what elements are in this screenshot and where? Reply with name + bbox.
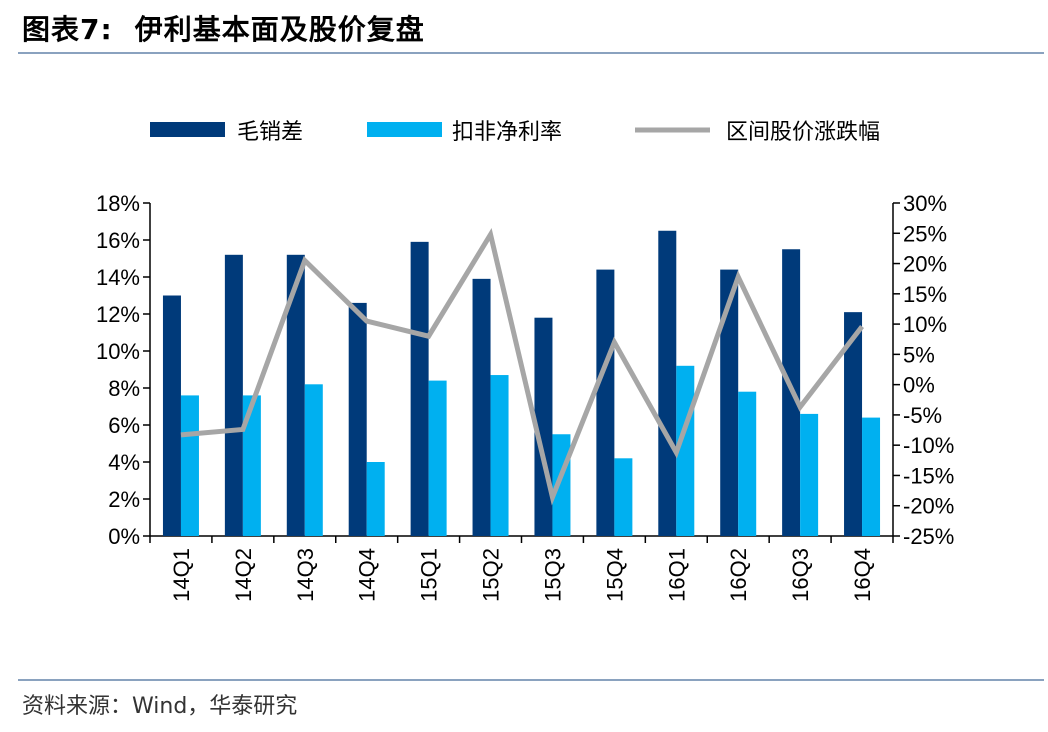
bar-gross-margin: [596, 269, 615, 536]
legend-label-price-change: 区间股价涨跌幅: [726, 120, 880, 145]
bar-net-margin: [242, 395, 261, 536]
line-price-change: [180, 227, 865, 506]
bar-gross-margin: [348, 302, 367, 536]
y-left-tick-label: 14%: [96, 265, 140, 290]
legend-label-net-margin: 扣非净利率: [452, 120, 562, 145]
x-tick-label: 15Q3: [540, 548, 565, 602]
y-left-tick-label: 2%: [108, 487, 140, 512]
y-right-tick-label: -20%: [903, 494, 954, 519]
bar-gross-margin: [224, 254, 243, 537]
top-rule: [18, 52, 1044, 54]
y-left-tick-label: 4%: [108, 450, 140, 475]
x-tick-label: 14Q4: [355, 548, 380, 602]
bar-net-margin: [366, 462, 385, 536]
y-right-tick-label: 5%: [903, 342, 935, 367]
bar-gross-margin: [844, 312, 863, 536]
x-tick-label: 14Q1: [169, 548, 194, 602]
figure-title: 伊利基本面及股价复盘: [134, 13, 425, 46]
y-right-tick-label: 25%: [903, 221, 947, 246]
x-tick-label: 16Q1: [664, 548, 689, 602]
legend-label-gross-margin: 毛销差: [237, 120, 303, 145]
y-right-tick-label: -5%: [903, 403, 942, 428]
x-tick-label: 14Q3: [293, 548, 318, 602]
y-left-tick-label: 0%: [108, 524, 140, 549]
chart: 毛销差 扣非净利率 区间股价涨跌幅 0% 2% 4% 6% 8% 10% 12% 14% 16%…: [96, 120, 954, 602]
chart-title: 图表7: 伊利基本面及股价复盘: [22, 8, 425, 48]
y-left-tick-label: 18%: [96, 191, 140, 216]
y-right-tick-label: 30%: [903, 191, 947, 216]
legend-swatch-net-margin: [367, 122, 442, 137]
figure-label: 图表7:: [22, 13, 113, 46]
x-tick-label: 16Q3: [788, 548, 813, 602]
y-left-tick-label: 8%: [108, 376, 140, 401]
bar-gross-margin: [162, 295, 181, 536]
y-right-tick-label: -25%: [903, 524, 954, 549]
plot-area: 0% 2% 4% 6% 8% 10% 12% 14% 16% 18% -25% -20% -15% -10…: [96, 191, 954, 602]
bar-gross-margin: [720, 269, 739, 536]
y-left-tick-label: 16%: [96, 228, 140, 253]
bar-gross-margin: [472, 278, 491, 536]
x-tick-label: 16Q4: [850, 548, 875, 602]
bar-gross-margin: [286, 254, 305, 537]
y-right-tick-label: -15%: [903, 463, 954, 488]
legend-swatch-gross-margin: [150, 122, 225, 137]
bar-net-margin: [614, 458, 633, 536]
bar-gross-margin: [658, 230, 677, 536]
bottom-rule: [18, 679, 1044, 681]
x-tick-label: 15Q1: [417, 548, 442, 602]
source-note: 资料来源：Wind，华泰研究: [22, 694, 298, 719]
legend: 毛销差 扣非净利率 区间股价涨跌幅: [150, 120, 880, 145]
y-right-tick-label: 10%: [903, 312, 947, 337]
x-tick-label: 14Q2: [231, 548, 256, 602]
y-left-tick-label: 10%: [96, 339, 140, 364]
bar-net-margin: [862, 417, 881, 536]
x-tick-label: 16Q2: [726, 548, 751, 602]
bar-net-margin: [180, 395, 199, 536]
x-tick-label: 15Q4: [602, 548, 627, 602]
y-left-tick-label: 6%: [108, 413, 140, 438]
y-right-tick-label: 20%: [903, 252, 947, 277]
y-right-tick-label: -10%: [903, 433, 954, 458]
y-right-tick-label: 15%: [903, 282, 947, 307]
bar-net-margin: [490, 375, 509, 536]
bar-net-margin: [800, 413, 819, 536]
y-left-tick-label: 12%: [96, 302, 140, 327]
y-right-tick-label: 0%: [903, 373, 935, 398]
x-tick-label: 15Q2: [479, 548, 504, 602]
bar-gross-margin: [410, 241, 429, 536]
bar-net-margin: [738, 391, 757, 536]
bar-net-margin: [428, 380, 447, 536]
bar-net-margin: [304, 384, 323, 536]
